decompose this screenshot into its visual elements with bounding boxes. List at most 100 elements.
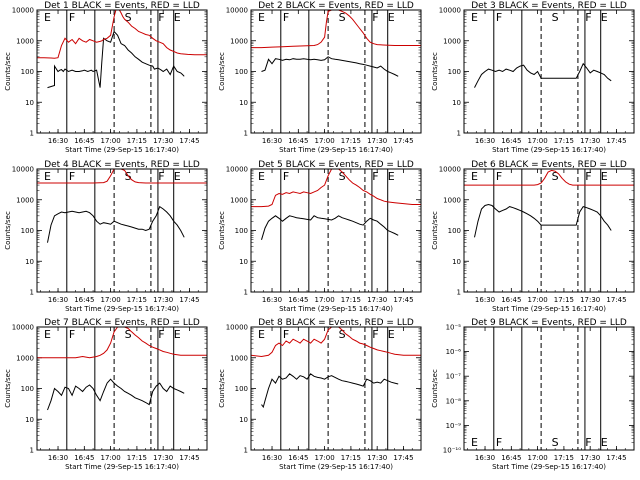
y-tick-label: 10000 bbox=[226, 7, 248, 15]
x-tick-label: 16:45 bbox=[288, 454, 308, 462]
x-tick-label: 17:30 bbox=[153, 296, 173, 304]
x-tick-label: 16:45 bbox=[501, 296, 521, 304]
marker-label: F bbox=[283, 11, 289, 24]
marker-label: F bbox=[496, 170, 502, 183]
marker-label: E bbox=[601, 170, 608, 183]
x-tick-label: 17:45 bbox=[393, 454, 413, 462]
marker-label: S bbox=[339, 11, 346, 24]
panel-det-3: Det 3 BLACK = Events, RED = LLD Counts/se… bbox=[431, 1, 635, 154]
y-axis-label: Counts/sec bbox=[4, 52, 12, 91]
x-tick-label: 16:30 bbox=[475, 454, 495, 462]
x-tick-label: 16:30 bbox=[262, 296, 282, 304]
y-tick-label: 100 bbox=[235, 227, 248, 235]
y-tick-label: 100 bbox=[448, 227, 461, 235]
x-tick-label: 17:45 bbox=[179, 296, 199, 304]
x-tick-label: 16:45 bbox=[501, 137, 521, 145]
y-tick-label: 100 bbox=[235, 385, 248, 393]
panel-title: Det 6 BLACK = Events, RED = LLD bbox=[471, 160, 627, 170]
y-tick-label: 1 bbox=[30, 289, 34, 297]
event-lines bbox=[493, 10, 602, 133]
x-axis-label: Start Time (29-Sep-15 16:17:40) bbox=[279, 146, 393, 154]
marker-label: E bbox=[471, 436, 478, 449]
y-tick-label: 10⁻⁵ bbox=[446, 324, 462, 332]
y-tick-label: 1000 bbox=[443, 196, 461, 204]
panel-title: Det 7 BLACK = Events, RED = LLD bbox=[44, 318, 200, 328]
event-lines bbox=[280, 169, 389, 292]
marker-label: E bbox=[388, 11, 395, 24]
x-tick-label: 17:00 bbox=[315, 137, 335, 145]
y-tick-label: 10 bbox=[239, 416, 248, 424]
x-tick-label: 17:45 bbox=[606, 454, 626, 462]
panel-title: Det 2 BLACK = Events, RED = LLD bbox=[258, 1, 414, 11]
y-tick-label: 10 bbox=[452, 258, 461, 266]
x-tick-label: 17:30 bbox=[367, 137, 387, 145]
marker-label: F bbox=[283, 328, 289, 341]
panel-det-7: Det 7 BLACK = Events, RED = LLD Counts/se… bbox=[4, 318, 208, 471]
x-tick-label: 16:30 bbox=[48, 296, 68, 304]
marker-label: F bbox=[496, 11, 502, 24]
panel-title: Det 4 BLACK = Events, RED = LLD bbox=[44, 160, 200, 170]
x-tick-label: 17:15 bbox=[127, 454, 147, 462]
series-events-line bbox=[47, 30, 185, 89]
y-tick-label: 10000 bbox=[439, 7, 461, 15]
y-tick-label: 10 bbox=[452, 99, 461, 107]
y-axis-label: Counts/sec bbox=[4, 369, 12, 408]
event-lines bbox=[66, 10, 175, 133]
marker-label: E bbox=[174, 170, 181, 183]
x-tick-label: 17:15 bbox=[127, 137, 147, 145]
y-tick-label: 1 bbox=[244, 447, 248, 455]
x-tick-label: 17:45 bbox=[393, 137, 413, 145]
series-events-line bbox=[47, 378, 185, 411]
y-tick-label: 10000 bbox=[12, 7, 34, 15]
panel-det-5: Det 5 BLACK = Events, RED = LLD Counts/se… bbox=[218, 160, 422, 313]
marker-label: E bbox=[258, 170, 265, 183]
x-tick-label: 17:30 bbox=[367, 296, 387, 304]
marker-label: E bbox=[601, 436, 608, 449]
series-events-line bbox=[261, 215, 399, 240]
series-events-line bbox=[261, 373, 399, 409]
y-tick-label: 10000 bbox=[12, 324, 34, 332]
marker-label: E bbox=[44, 170, 51, 183]
y-tick-label: 1 bbox=[457, 289, 461, 297]
marker-label: F bbox=[158, 11, 164, 24]
series-lld-line bbox=[37, 10, 207, 59]
x-tick-label: 17:15 bbox=[341, 454, 361, 462]
x-tick-label: 16:30 bbox=[262, 454, 282, 462]
marker-label: F bbox=[69, 170, 75, 183]
x-tick-label: 16:30 bbox=[48, 137, 68, 145]
x-tick-label: 17:30 bbox=[580, 137, 600, 145]
x-axis-label: Start Time (29-Sep-15 16:17:40) bbox=[65, 463, 179, 471]
panel-det-9: Det 9 BLACK = Events, RED = LLD Counts/se… bbox=[431, 318, 635, 471]
y-tick-label: 10000 bbox=[226, 166, 248, 174]
y-tick-label: 10000 bbox=[439, 166, 461, 174]
panel-det-6: Det 6 BLACK = Events, RED = LLD Counts/se… bbox=[431, 160, 635, 313]
y-tick-label: 100 bbox=[21, 68, 34, 76]
x-tick-label: 17:45 bbox=[393, 296, 413, 304]
x-tick-label: 17:45 bbox=[179, 137, 199, 145]
x-tick-label: 17:00 bbox=[528, 137, 548, 145]
y-tick-label: 1 bbox=[30, 447, 34, 455]
series-events-line bbox=[47, 205, 185, 243]
marker-label: F bbox=[69, 11, 75, 24]
y-tick-label: 1 bbox=[457, 130, 461, 138]
y-tick-label: 10 bbox=[25, 258, 34, 266]
y-tick-label: 1 bbox=[244, 289, 248, 297]
x-tick-label: 16:30 bbox=[475, 296, 495, 304]
marker-label: E bbox=[44, 11, 51, 24]
event-lines bbox=[280, 327, 389, 450]
marker-label: F bbox=[372, 328, 378, 341]
y-tick-label: 100 bbox=[21, 227, 34, 235]
x-tick-label: 17:15 bbox=[554, 454, 574, 462]
plot-frame bbox=[463, 326, 635, 451]
marker-label: S bbox=[552, 170, 559, 183]
x-tick-label: 17:45 bbox=[179, 454, 199, 462]
panel-title: Det 1 BLACK = Events, RED = LLD bbox=[44, 1, 200, 11]
y-tick-label: 100 bbox=[21, 385, 34, 393]
event-lines bbox=[493, 169, 602, 292]
marker-label: F bbox=[585, 170, 591, 183]
plot-frame bbox=[36, 9, 208, 134]
series-events-line bbox=[474, 62, 612, 88]
series-lld-line bbox=[251, 10, 421, 49]
y-tick-label: 10⁻⁹ bbox=[446, 422, 462, 430]
x-tick-label: 17:00 bbox=[315, 296, 335, 304]
